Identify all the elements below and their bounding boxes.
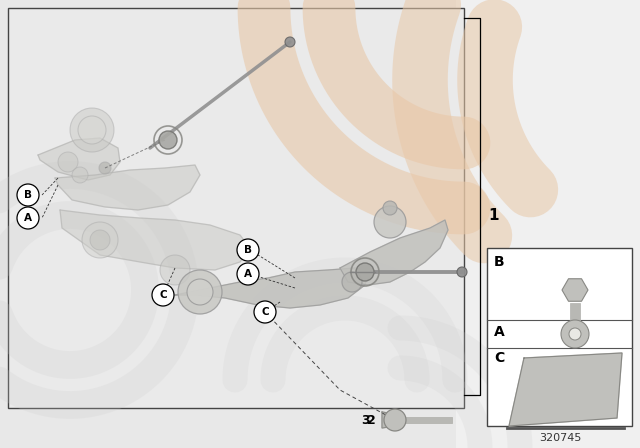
Polygon shape (509, 353, 622, 426)
Circle shape (99, 162, 111, 174)
Bar (400, 417, 452, 423)
Text: C: C (494, 351, 504, 365)
Circle shape (17, 184, 39, 206)
Circle shape (237, 263, 259, 285)
Circle shape (383, 201, 397, 215)
Text: B: B (244, 245, 252, 255)
Circle shape (17, 207, 39, 229)
Polygon shape (382, 412, 398, 428)
Text: C: C (261, 307, 269, 317)
Text: 2: 2 (367, 414, 376, 426)
Bar (570, 303, 580, 341)
Polygon shape (38, 138, 120, 180)
Text: B: B (494, 255, 504, 269)
Circle shape (561, 320, 589, 348)
Text: 320745: 320745 (539, 433, 581, 443)
Polygon shape (55, 165, 200, 210)
Text: B: B (24, 190, 32, 200)
Circle shape (152, 284, 174, 306)
Polygon shape (175, 268, 368, 308)
Circle shape (78, 116, 106, 144)
Circle shape (457, 267, 467, 277)
Text: A: A (494, 325, 505, 339)
Circle shape (254, 301, 276, 323)
Circle shape (356, 263, 374, 281)
Text: A: A (24, 213, 32, 223)
Circle shape (187, 279, 213, 305)
Text: C: C (159, 290, 167, 300)
Bar (8, 8, 464, 408)
Circle shape (160, 255, 190, 285)
Bar (487, 248, 632, 426)
Circle shape (374, 206, 406, 238)
Circle shape (237, 239, 259, 261)
Polygon shape (340, 220, 448, 285)
Bar (456, 0, 640, 448)
Circle shape (82, 222, 118, 258)
Text: 3: 3 (362, 414, 370, 426)
Circle shape (159, 131, 177, 149)
Circle shape (384, 409, 406, 431)
Circle shape (70, 108, 114, 152)
Circle shape (342, 272, 362, 292)
Circle shape (285, 37, 295, 47)
Text: 1: 1 (488, 207, 499, 223)
Polygon shape (60, 210, 250, 270)
Text: A: A (244, 269, 252, 279)
Circle shape (178, 270, 222, 314)
Circle shape (90, 230, 110, 250)
Circle shape (72, 167, 88, 183)
Circle shape (569, 328, 581, 340)
Circle shape (58, 152, 78, 172)
